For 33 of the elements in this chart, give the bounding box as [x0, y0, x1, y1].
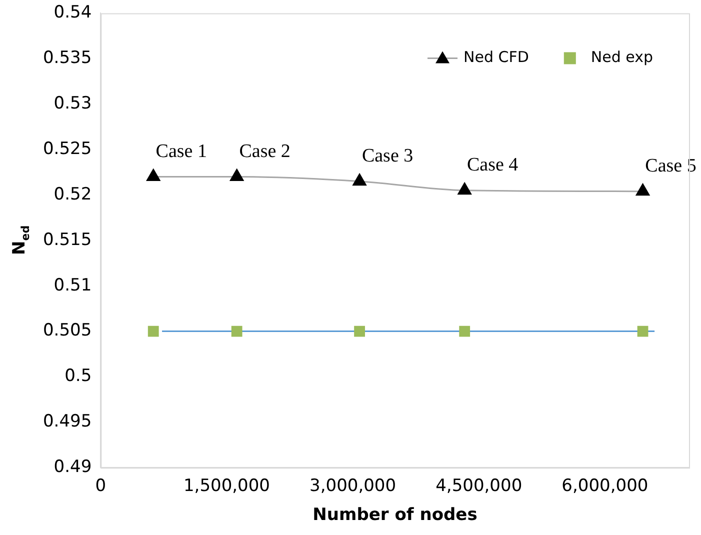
y-tick-label: 0.54: [54, 2, 92, 23]
legend-label: Ned CFD: [464, 48, 529, 66]
y-tick-label: 0.52: [54, 184, 92, 204]
y-tick-label: 0.51: [54, 275, 92, 296]
annotation: Case 1: [156, 140, 207, 162]
point: [352, 174, 366, 186]
x-tick-label: 4,500,000: [436, 476, 522, 496]
x-tick-label: 0: [95, 476, 106, 496]
y-tick-label: 0.525: [42, 138, 92, 159]
y-tick-label: 0.49: [54, 457, 92, 478]
y-tick-label: 0.515: [42, 230, 92, 250]
point: [354, 326, 365, 337]
x-tick-label: 1,500,000: [183, 476, 270, 496]
y-tick-label: 0.53: [54, 94, 92, 114]
point: [231, 326, 242, 337]
point: [636, 184, 650, 196]
annotation: Case 3: [362, 145, 414, 166]
x-tick-label: 6,000,000: [562, 476, 648, 496]
point: [637, 326, 648, 337]
y-tick-label: 0.535: [42, 48, 92, 68]
point: [459, 326, 470, 337]
point: [230, 169, 244, 182]
x-tick-label: 3,000,000: [310, 476, 396, 496]
point: [458, 182, 472, 195]
x-axis-title: Number of nodes: [312, 505, 478, 525]
y-tick-label: 0.495: [42, 412, 92, 432]
y-tick-label: 0.5: [64, 366, 92, 386]
annotation: Case 4: [467, 154, 519, 176]
y-tick-label: 0.505: [42, 320, 92, 341]
point: [146, 169, 160, 182]
point: [148, 326, 159, 337]
annotation: Case 2: [239, 140, 290, 162]
legend-label: Ned exp: [590, 48, 654, 66]
